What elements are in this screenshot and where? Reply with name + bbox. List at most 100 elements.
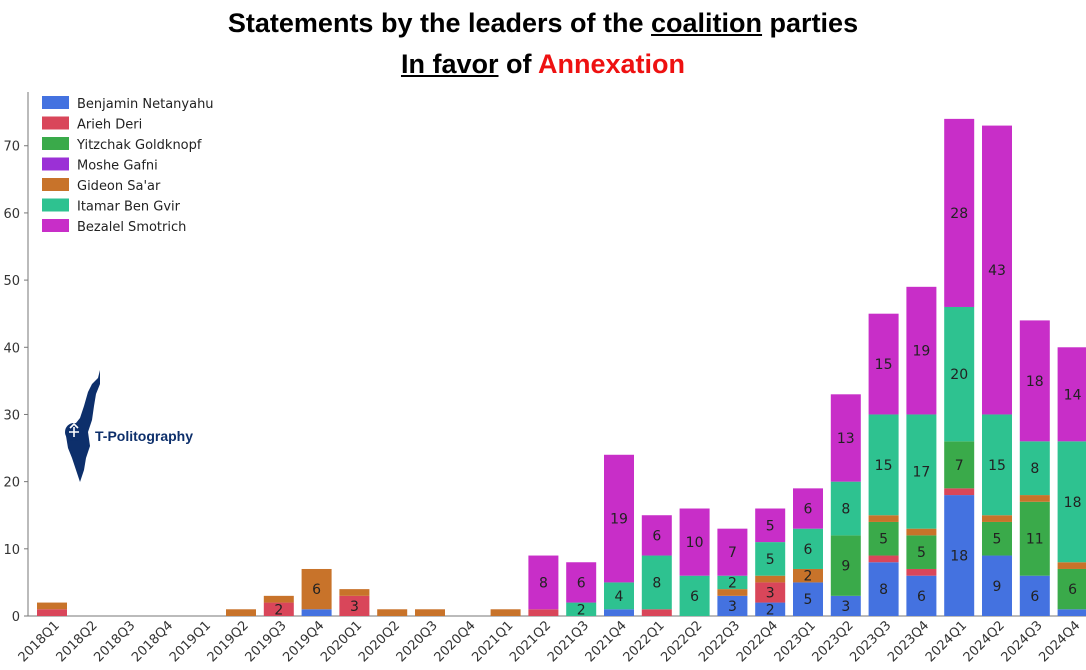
legend-label: Arieh Deri (77, 118, 142, 133)
y-tick-label: 0 (12, 610, 20, 625)
bar-segment (944, 306, 975, 442)
data-label: 8 (879, 582, 888, 598)
bar-segment (944, 488, 975, 496)
bar-segment (1057, 441, 1086, 563)
legend-label: Gideon Sa'ar (77, 179, 161, 194)
bar-segment (906, 286, 937, 415)
data-label: 43 (988, 263, 1006, 279)
data-label: 2 (274, 602, 283, 618)
legend-swatch (42, 96, 69, 109)
y-tick-label: 40 (3, 341, 20, 356)
data-label: 6 (312, 582, 321, 598)
bar-segment (906, 535, 937, 569)
bar-segment (793, 528, 823, 569)
bar-segment (793, 582, 823, 616)
data-label: 6 (917, 589, 926, 605)
data-label: 18 (1026, 374, 1044, 390)
bar-segment (528, 609, 559, 616)
data-label: 2 (766, 602, 775, 618)
chart-title-line-2: In favor of Annexation (400, 49, 686, 79)
legend-label: Itamar Ben Gvir (77, 200, 181, 215)
bar-segment (604, 609, 634, 616)
bar-segment (717, 575, 748, 590)
bar-segment (301, 568, 332, 610)
data-label: 14 (1064, 387, 1082, 403)
bar-segment (1057, 562, 1086, 569)
bar-segment (528, 555, 559, 610)
bar-segment (679, 575, 710, 616)
data-label: 5 (993, 532, 1002, 548)
y-tick-label: 50 (3, 274, 20, 289)
data-label: 8 (652, 575, 661, 591)
data-label: 15 (875, 357, 893, 373)
legend-swatch (42, 219, 69, 232)
bar-segment (982, 521, 1012, 556)
bar-segment (490, 609, 521, 616)
bar-segment (982, 555, 1012, 616)
bar-segment (1019, 441, 1050, 496)
data-label: 5 (766, 518, 775, 534)
data-label: 6 (577, 575, 586, 591)
data-label: 8 (539, 575, 548, 591)
data-label: 19 (912, 344, 930, 360)
bar-segment (755, 575, 786, 583)
data-label: 19 (610, 512, 628, 528)
bar-segment (793, 488, 823, 529)
bar-segment (604, 582, 634, 610)
legend-swatch (42, 198, 69, 212)
bar-segment (906, 528, 937, 536)
bar-segment (944, 118, 975, 307)
bar-segment (868, 515, 899, 522)
bar-segment (755, 508, 786, 543)
bar-segment (868, 521, 899, 556)
bar-segment (37, 609, 67, 616)
data-label: 18 (1064, 495, 1082, 511)
data-label: 6 (804, 542, 813, 558)
bar-segment (37, 602, 67, 610)
legend-label: Yitzchak Goldknopf (76, 138, 202, 153)
bar-segment (1019, 495, 1050, 502)
data-label: 4 (615, 589, 624, 605)
bar-segment (830, 481, 861, 536)
legend-label: Moshe Gafni (77, 159, 158, 174)
bar-segment (566, 602, 597, 616)
y-tick-label: 20 (3, 476, 20, 491)
data-label: 2 (577, 602, 586, 618)
data-label: 5 (879, 532, 888, 548)
data-label: 28 (950, 206, 968, 222)
y-tick-label: 70 (3, 140, 20, 155)
data-label: 6 (1030, 589, 1039, 605)
data-label: 17 (912, 465, 930, 481)
bar-segment (1057, 347, 1086, 442)
data-label: 3 (766, 585, 775, 601)
x-tick-label: 2024Q4 (1036, 618, 1083, 665)
data-label: 5 (804, 592, 813, 608)
data-label: 6 (1068, 582, 1077, 598)
data-label: 13 (837, 431, 855, 447)
bar-segment (868, 555, 899, 563)
legend-label: Bezalel Smotrich (77, 220, 186, 235)
bar-segment (641, 555, 672, 610)
bar-segment (679, 508, 710, 576)
bar-segment (641, 609, 672, 616)
bar-segment (982, 125, 1012, 415)
legend-label: Benjamin Netanyahu (77, 97, 214, 112)
data-label: 7 (728, 545, 737, 561)
legend-swatch (42, 178, 69, 191)
israel-map-icon (65, 370, 100, 482)
bar-segment (944, 441, 975, 489)
data-label: 6 (652, 528, 661, 544)
data-label: 10 (686, 535, 704, 551)
bar-segment (793, 568, 823, 583)
data-label: 9 (993, 579, 1002, 595)
bar-segment (868, 414, 899, 516)
data-label: 3 (350, 599, 359, 615)
bar-segment (566, 562, 597, 603)
data-label: 20 (950, 367, 968, 383)
bar-segment (868, 562, 899, 616)
bar-segment (944, 495, 975, 616)
data-label: 11 (1026, 532, 1044, 548)
bar-segment (263, 595, 294, 603)
bar-segment (415, 609, 445, 616)
